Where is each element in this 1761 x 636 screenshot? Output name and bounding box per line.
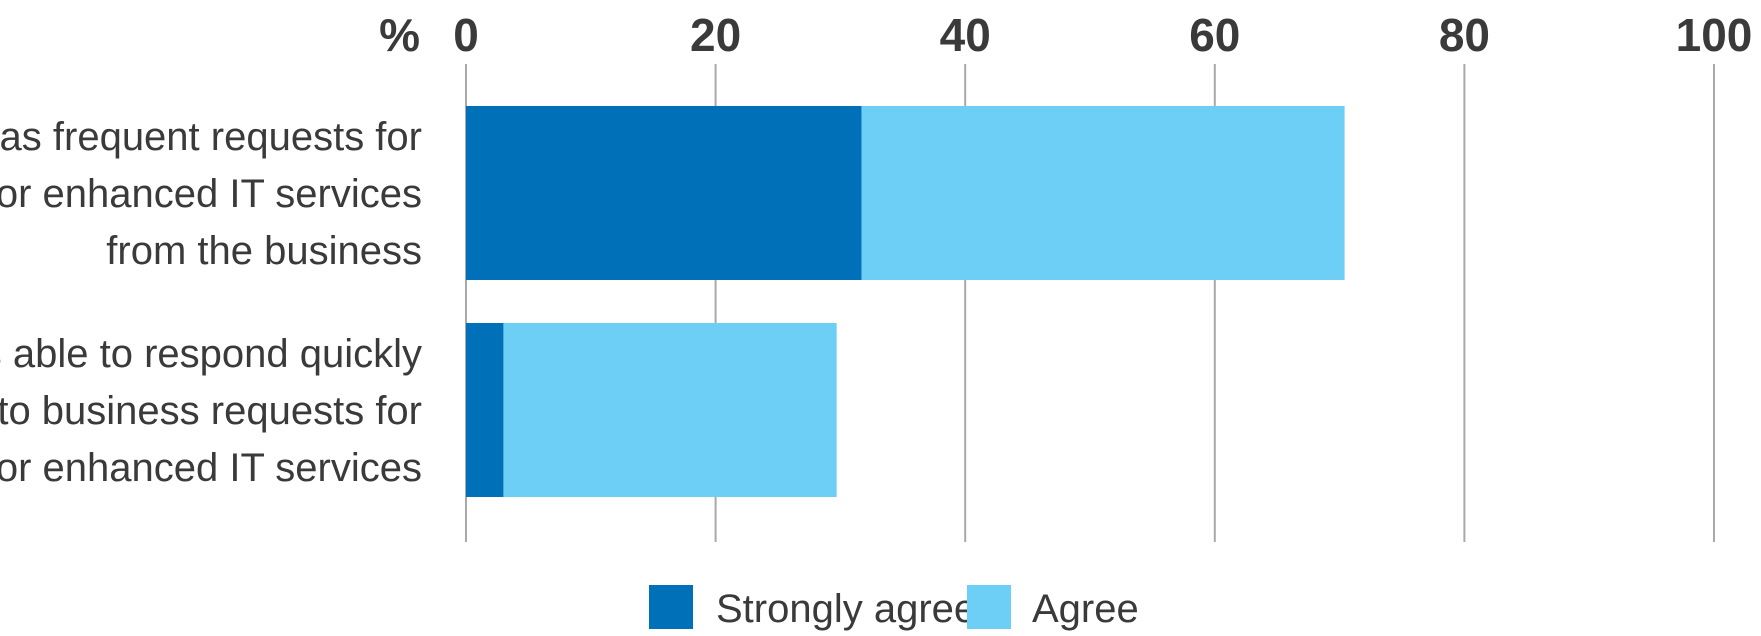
bar-segment (466, 106, 862, 280)
x-tick-label: 100 (1676, 9, 1753, 61)
legend-label: Agree (1032, 587, 1139, 631)
category-label: IT is able to respond quickly to business… (0, 332, 422, 490)
category-label: IT has frequent requests for new or enhan… (0, 115, 422, 273)
legend-item: Agree (967, 585, 1139, 631)
category-label-line: new or enhanced IT services (0, 446, 422, 490)
x-tick-label: 20 (690, 9, 741, 61)
bar-segment (503, 323, 837, 497)
unit-label: % (379, 9, 420, 61)
legend: Strongly agree Agree (649, 585, 1139, 631)
x-axis-ticks: % 0 20 40 60 80 100 (379, 9, 1752, 61)
bar-segment (861, 106, 1345, 280)
category-label-line: IT is able to respond quickly (0, 332, 422, 376)
category-label-line: IT has frequent requests for (0, 115, 422, 159)
legend-item: Strongly agree (649, 585, 976, 631)
x-tick-label: 0 (453, 9, 479, 61)
x-tick-label: 60 (1189, 9, 1240, 61)
legend-label: Strongly agree (716, 587, 976, 631)
bar-segment (466, 323, 504, 497)
category-labels: IT has frequent requests for new or enhan… (0, 115, 422, 490)
category-label-line: new or enhanced IT services (0, 172, 422, 216)
bars (466, 106, 1345, 497)
category-label-line: to business requests for (0, 389, 422, 433)
legend-swatch (967, 585, 1011, 629)
x-tick-label: 40 (940, 9, 991, 61)
x-tick-label: 80 (1439, 9, 1490, 61)
legend-swatch (649, 585, 693, 629)
category-label-line: from the business (106, 229, 422, 273)
